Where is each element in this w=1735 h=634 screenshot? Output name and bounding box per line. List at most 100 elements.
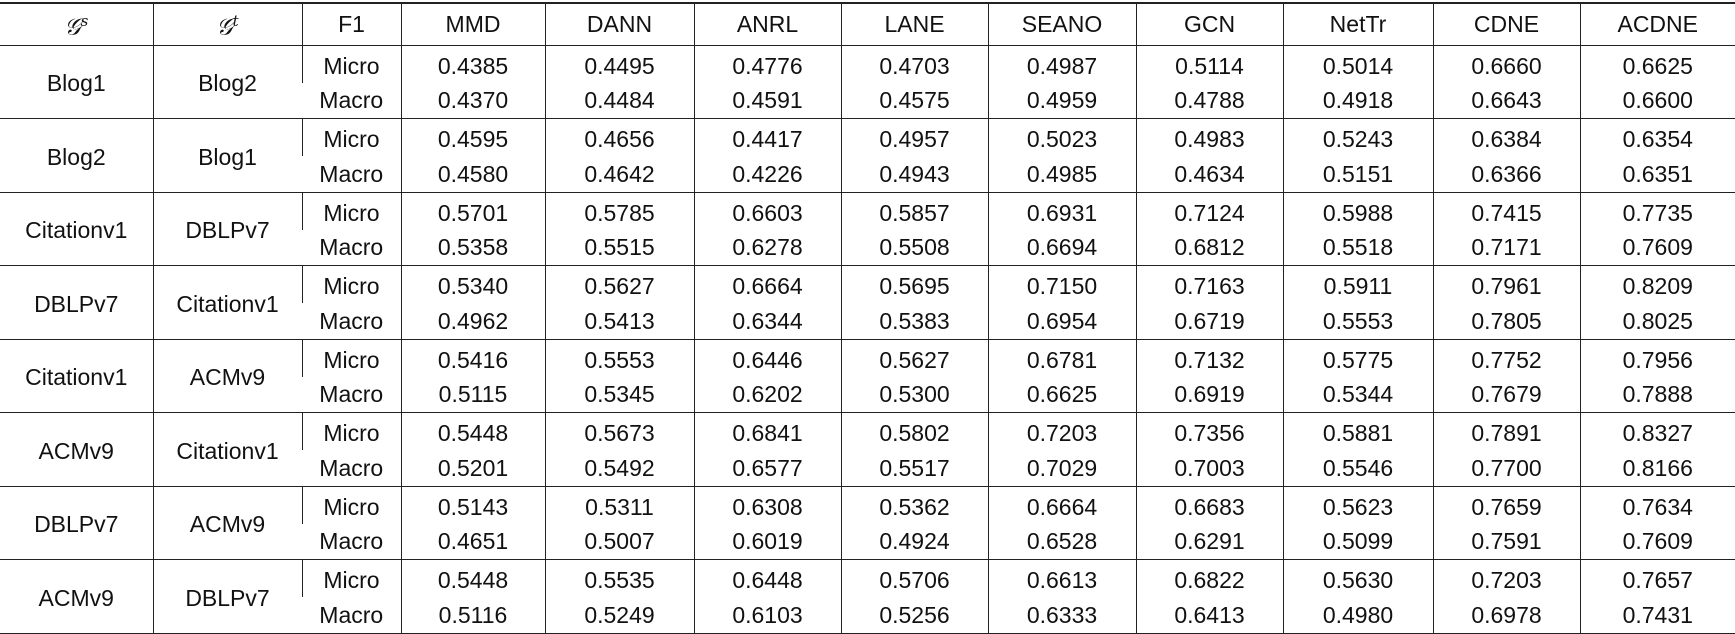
value-cell: 0.6603 bbox=[693, 192, 841, 230]
value-cell: 0.5535 bbox=[544, 559, 694, 598]
target-cell: Citationv1 bbox=[152, 412, 302, 487]
value-cell: 0.5249 bbox=[544, 597, 694, 634]
value-cell: 0.5345 bbox=[544, 376, 694, 413]
value-cell: 0.5143 bbox=[400, 486, 545, 524]
value-cell: 0.5881 bbox=[1282, 412, 1433, 451]
f1-cell: Micro bbox=[301, 486, 401, 524]
value-cell: 0.5911 bbox=[1282, 265, 1433, 304]
value-cell: 0.5508 bbox=[840, 229, 988, 266]
target-cell: DBLPv7 bbox=[152, 192, 302, 266]
value-cell: 0.4987 bbox=[987, 45, 1136, 83]
data-row: Macro 0.5115 0.5345 0.6202 0.5300 0.6625 0.691… bbox=[0, 376, 1735, 413]
header-cell: 𝒢s bbox=[0, 3, 153, 45]
value-cell: 0.4634 bbox=[1135, 156, 1283, 193]
value-cell: 0.5099 bbox=[1282, 523, 1433, 560]
value-cell: 0.5151 bbox=[1282, 156, 1433, 193]
source-cell: ACMv9 bbox=[38, 584, 114, 611]
value-cell: 0.7431 bbox=[1579, 597, 1735, 634]
value-cell: 0.6931 bbox=[987, 192, 1136, 230]
value-cell: 0.8025 bbox=[1579, 303, 1735, 340]
value-cell: 0.8327 bbox=[1579, 412, 1735, 451]
value-cell: 0.4656 bbox=[544, 118, 694, 157]
graph-superscript: t bbox=[232, 12, 239, 30]
value-cell: 0.5630 bbox=[1282, 559, 1433, 598]
value-cell: 0.6333 bbox=[987, 597, 1136, 634]
value-cell: 0.5517 bbox=[840, 450, 988, 487]
value-cell: 0.5673 bbox=[544, 412, 694, 451]
value-cell: 0.6019 bbox=[693, 523, 841, 560]
graph-symbol: 𝒢 bbox=[64, 14, 81, 41]
value-cell: 0.7805 bbox=[1432, 303, 1580, 340]
value-cell: 0.4370 bbox=[400, 82, 545, 119]
data-row: Blog1 Blog2 Micro 0.4385 0.4495 0.4776 0.4703 0… bbox=[0, 45, 1735, 119]
value-cell: 0.5448 bbox=[400, 559, 545, 598]
graph-superscript: s bbox=[80, 12, 89, 30]
value-cell: 0.5802 bbox=[840, 412, 988, 451]
value-cell: 0.6643 bbox=[1432, 82, 1580, 119]
value-cell: 0.6446 bbox=[693, 339, 841, 377]
value-cell: 0.5413 bbox=[544, 303, 694, 340]
value-cell: 0.7752 bbox=[1432, 339, 1580, 377]
value-cell: 0.5256 bbox=[840, 597, 988, 634]
value-cell: 0.5988 bbox=[1282, 192, 1433, 230]
value-cell: 0.6812 bbox=[1135, 229, 1283, 266]
value-cell: 0.6664 bbox=[987, 486, 1136, 524]
f1-cell: Macro bbox=[319, 601, 384, 628]
value-cell: 0.5362 bbox=[840, 486, 988, 524]
value-cell: 0.7203 bbox=[1432, 559, 1580, 598]
value-cell: 0.6978 bbox=[1432, 597, 1580, 634]
value-cell: 0.5518 bbox=[1282, 229, 1433, 266]
data-row: DBLPv7 ACMv9 Micro 0.5143 0.5311 0.6308 0.5362… bbox=[0, 486, 1735, 560]
value-cell: 0.5775 bbox=[1282, 339, 1433, 377]
f1-cell: Macro bbox=[319, 87, 384, 114]
header-cell: MMD bbox=[400, 3, 545, 46]
value-cell: 0.5114 bbox=[1135, 45, 1283, 83]
value-cell: 0.5116 bbox=[400, 597, 545, 634]
value-cell: 0.7163 bbox=[1135, 265, 1283, 304]
target-cell: DBLPv7 bbox=[152, 559, 302, 634]
value-cell: 0.6954 bbox=[987, 303, 1136, 340]
data-row: Macro 0.5358 0.5515 0.6278 0.5508 0.6694 0.681… bbox=[0, 229, 1735, 266]
value-cell: 0.6577 bbox=[693, 450, 841, 487]
value-cell: 0.4959 bbox=[987, 82, 1136, 119]
f1-cell: Macro bbox=[319, 381, 384, 408]
value-cell: 0.4595 bbox=[400, 118, 545, 157]
value-cell: 0.8166 bbox=[1579, 450, 1735, 487]
value-cell: 0.4985 bbox=[987, 156, 1136, 193]
value-cell: 0.5243 bbox=[1282, 118, 1433, 157]
value-cell: 0.6354 bbox=[1579, 118, 1735, 157]
value-cell: 0.5340 bbox=[400, 265, 545, 304]
value-cell: 0.7591 bbox=[1432, 523, 1580, 560]
value-cell: 0.4788 bbox=[1135, 82, 1283, 119]
value-cell: 0.4957 bbox=[840, 118, 988, 157]
value-cell: 0.5553 bbox=[544, 339, 694, 377]
value-cell: 0.5623 bbox=[1282, 486, 1433, 524]
value-cell: 0.6719 bbox=[1135, 303, 1283, 340]
f1-cell: Macro bbox=[319, 307, 384, 334]
value-cell: 0.5857 bbox=[840, 192, 988, 230]
value-cell: 0.4918 bbox=[1282, 82, 1433, 119]
value-cell: 0.7679 bbox=[1432, 376, 1580, 413]
source-cell: Citationv1 bbox=[25, 217, 128, 244]
value-cell: 0.8209 bbox=[1579, 265, 1735, 304]
f1-cell: Micro bbox=[301, 412, 401, 451]
value-cell: 0.6291 bbox=[1135, 523, 1283, 560]
value-cell: 0.4417 bbox=[693, 118, 841, 157]
value-cell: 0.5546 bbox=[1282, 450, 1433, 487]
value-cell: 0.6694 bbox=[987, 229, 1136, 266]
target-cell: ACMv9 bbox=[152, 486, 302, 560]
header-cell: F1 bbox=[301, 3, 401, 46]
value-cell: 0.5701 bbox=[400, 192, 545, 230]
header-cell: GCN bbox=[1135, 3, 1283, 46]
value-cell: 0.5627 bbox=[840, 339, 988, 377]
value-cell: 0.4591 bbox=[693, 82, 841, 119]
data-row: Macro 0.4580 0.4642 0.4226 0.4943 0.4985 0.463… bbox=[0, 156, 1735, 193]
value-cell: 0.6625 bbox=[1579, 45, 1735, 83]
data-row: ACMv9 DBLPv7 Micro 0.5448 0.5535 0.6448 0.5706… bbox=[0, 559, 1735, 634]
source-cell: Blog1 bbox=[46, 70, 106, 97]
data-row: Macro 0.4370 0.4484 0.4591 0.4575 0.4959 0.478… bbox=[0, 82, 1735, 119]
value-cell: 0.6822 bbox=[1135, 559, 1283, 598]
value-cell: 0.7415 bbox=[1432, 192, 1580, 230]
value-cell: 0.5492 bbox=[544, 450, 694, 487]
f1-cell: Macro bbox=[319, 234, 384, 261]
